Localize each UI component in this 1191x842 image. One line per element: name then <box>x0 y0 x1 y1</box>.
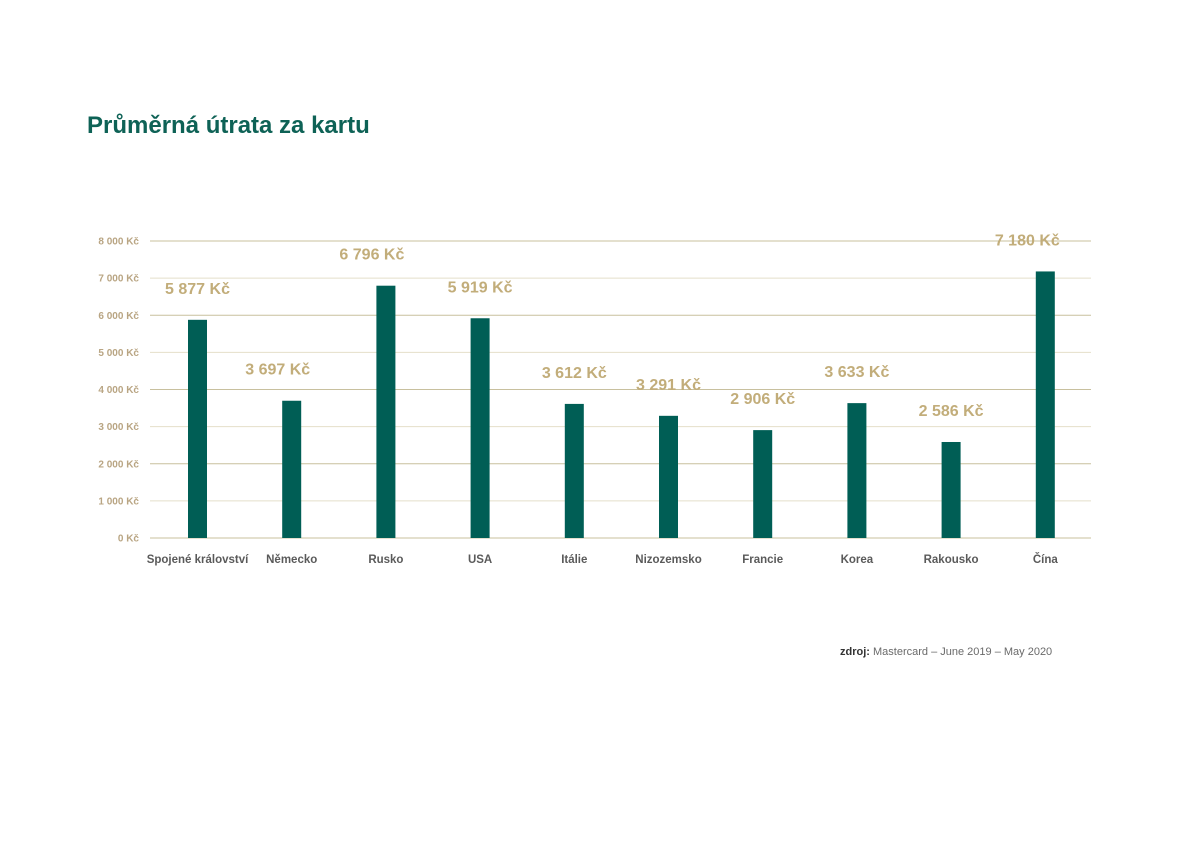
bar-value-label: 3 291 Kč <box>636 377 701 394</box>
bar-value-label: 3 697 Kč <box>245 362 310 379</box>
y-tick-label: 5 000 Kč <box>98 348 139 359</box>
category-label: Korea <box>841 554 874 566</box>
x-axis-labels: Spojené království Německo Rusko USA Itálie N… <box>147 553 1059 566</box>
y-tick-label: 8 000 Kč <box>98 237 139 248</box>
y-tick-label: 1 000 Kč <box>98 496 139 507</box>
y-tick-label: 6 000 Kč <box>98 311 139 322</box>
category-label: Rakousko <box>924 554 979 566</box>
bar <box>753 430 773 538</box>
bar <box>659 415 678 538</box>
y-axis-ticks: 0 Kč 1 000 Kč 2 000 Kč 3 000 Kč 4 000 Kč 5 00… <box>98 237 139 545</box>
bars <box>188 271 1055 538</box>
bar-value-label: 2 586 Kč <box>919 403 984 420</box>
category-label: Nizozemsko <box>635 554 701 566</box>
page-title: Průměrná útrata za kartu <box>87 112 370 139</box>
source-label: zdroj: <box>840 646 870 658</box>
category-label: Německo <box>266 554 317 566</box>
bar <box>282 400 302 538</box>
y-tick-label: 3 000 Kč <box>98 422 139 433</box>
bar <box>188 319 207 538</box>
y-tick-label: 4 000 Kč <box>98 385 139 396</box>
bar-value-label: 3 633 Kč <box>824 364 889 381</box>
bar-value-label: 6 796 Kč <box>339 247 404 264</box>
bar-value-label: 3 612 Kč <box>542 365 607 382</box>
source-note: zdroj: Mastercard – June 2019 – May 2020 <box>840 646 1052 658</box>
category-label: USA <box>468 554 492 566</box>
data-labels: 5 877 Kč 3 697 Kč 6 796 Kč 5 919 Kč 3 612 Kč… <box>165 232 1060 420</box>
category-label: Itálie <box>561 554 587 566</box>
bar-value-label: 2 906 Kč <box>730 391 795 408</box>
category-label: Spojené království <box>147 554 249 566</box>
bar <box>376 285 396 538</box>
bar-value-label: 5 877 Kč <box>165 281 230 298</box>
y-tick-label: 7 000 Kč <box>98 274 139 285</box>
bar-value-label: 7 180 Kč <box>995 232 1060 249</box>
category-label: Francie <box>742 554 783 566</box>
y-tick-label: 2 000 Kč <box>98 459 139 470</box>
y-tick-label: 0 Kč <box>118 534 140 545</box>
bar <box>1035 271 1055 538</box>
source-text: Mastercard – June 2019 – May 2020 <box>873 646 1053 658</box>
bar-value-label: 5 919 Kč <box>448 279 513 296</box>
bar <box>564 403 584 538</box>
bar <box>847 403 867 538</box>
bar <box>470 318 490 538</box>
category-label: Rusko <box>368 554 403 566</box>
grid-lines <box>150 240 1091 539</box>
category-label: Čína <box>1033 553 1059 566</box>
bar <box>941 441 961 538</box>
